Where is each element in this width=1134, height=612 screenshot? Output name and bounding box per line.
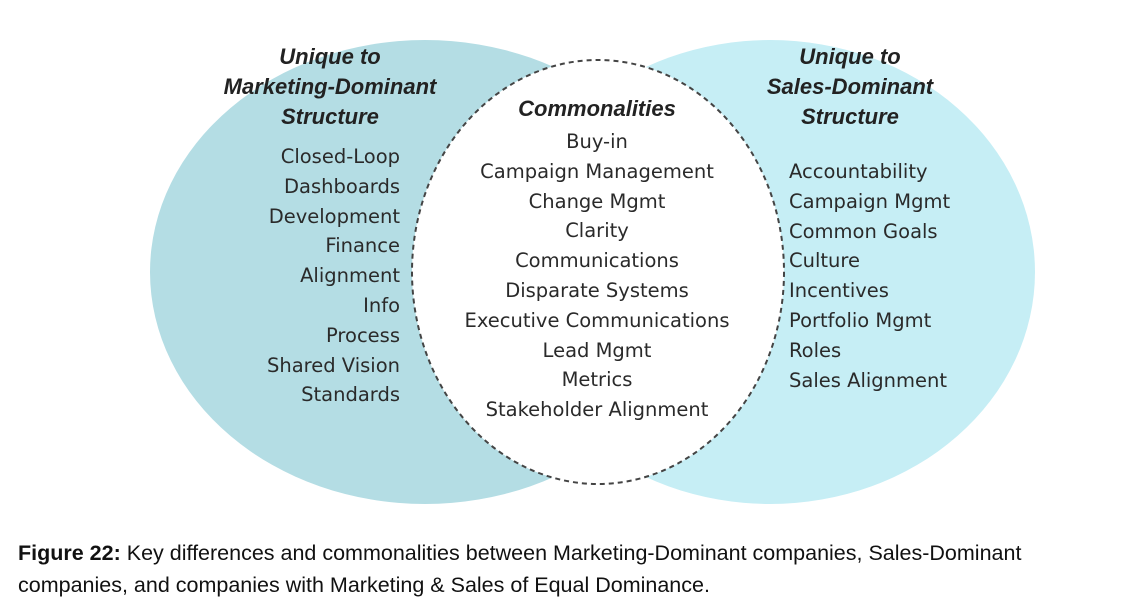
venn-diagram bbox=[150, 40, 1035, 504]
list-item: Campaign Mgmt bbox=[789, 189, 951, 213]
commonalities-heading: Commonalities bbox=[447, 94, 747, 124]
list-item: Metrics bbox=[561, 368, 633, 392]
list-item: Buy-in bbox=[566, 130, 628, 153]
sales-heading-line-2: Sales-Dominant bbox=[766, 74, 934, 99]
list-item: Communications bbox=[515, 249, 679, 273]
commonalities-ellipse bbox=[411, 59, 785, 485]
list-item: Stakeholder Alignment bbox=[485, 398, 709, 422]
list-item: Process bbox=[326, 323, 400, 347]
sales-dominant-list: Accountability Campaign Mgmt Common Goal… bbox=[789, 157, 950, 395]
list-item: Clarity bbox=[565, 219, 629, 243]
sales-heading-line-1: Unique to bbox=[799, 44, 901, 69]
list-item: Standards bbox=[301, 383, 400, 407]
list-item: Sales Alignment bbox=[789, 368, 948, 392]
figure-caption-text: Key differences and commonalities betwee… bbox=[18, 541, 1022, 597]
figure-caption: Figure 22: Key differences and commonali… bbox=[18, 537, 1128, 601]
marketing-dominant-list: Closed-Loop Dashboards Development Finan… bbox=[267, 142, 400, 410]
marketing-heading-line-1: Unique to bbox=[279, 44, 381, 69]
list-item: Dashboards bbox=[284, 174, 400, 198]
list-item: Common Goals bbox=[789, 219, 938, 243]
list-item: Shared Vision bbox=[266, 353, 400, 377]
list-item: Alignment bbox=[300, 264, 400, 288]
commonalities-list: Buy-in Campaign Management Change Mgmt C… bbox=[447, 127, 747, 425]
sales-dominant-heading: Unique to Sales-Dominant Structure bbox=[720, 42, 980, 132]
figure-label: Figure 22: bbox=[18, 541, 121, 565]
list-item: Culture bbox=[789, 249, 860, 273]
list-item: Disparate Systems bbox=[505, 278, 689, 302]
list-item: Campaign Management bbox=[480, 159, 714, 183]
list-item: Roles bbox=[789, 338, 842, 362]
marketing-heading-line-2: Marketing-Dominant bbox=[223, 74, 437, 99]
commonalities-heading-text: Commonalities bbox=[518, 96, 676, 121]
sales-heading-line-3: Structure bbox=[801, 104, 899, 129]
list-item: Finance bbox=[325, 234, 400, 258]
list-item: Accountability bbox=[789, 160, 928, 183]
list-item: Change Mgmt bbox=[528, 189, 666, 213]
marketing-dominant-heading: Unique to Marketing-Dominant Structure bbox=[190, 42, 470, 132]
list-item: Incentives bbox=[789, 279, 889, 303]
marketing-heading-line-3: Structure bbox=[281, 104, 379, 129]
list-item: Executive Communications bbox=[464, 308, 730, 332]
list-item: Closed-Loop bbox=[280, 145, 400, 168]
list-item: Lead Mgmt bbox=[542, 338, 652, 362]
list-item: Portfolio Mgmt bbox=[789, 308, 932, 332]
list-item: Info bbox=[363, 293, 400, 317]
list-item: Development bbox=[268, 204, 400, 228]
